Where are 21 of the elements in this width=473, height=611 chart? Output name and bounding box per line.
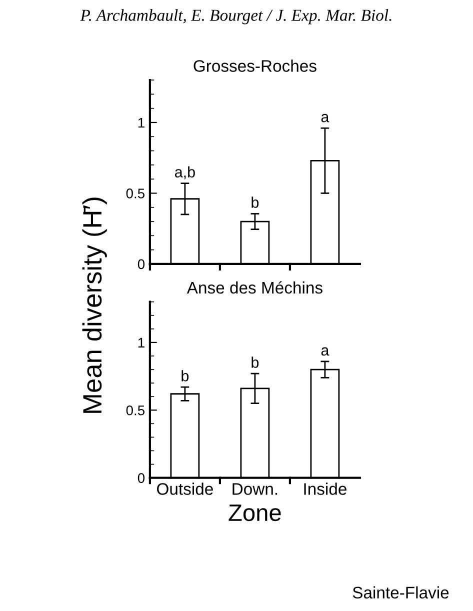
y-tick-label: 1: [138, 338, 144, 348]
y-tick-label: 0.5: [126, 188, 144, 198]
annotation: b: [252, 196, 259, 208]
y-tick-label: 0.5: [126, 405, 144, 416]
x-tick-label: Down.: [232, 483, 278, 495]
annotation: a: [321, 114, 330, 122]
annotation: b: [182, 370, 189, 382]
annotation: a,b: [174, 166, 195, 180]
chart-title: Anse des Méchins: [186, 281, 322, 294]
y-axis-title: Mean diversity (H̄′): [82, 198, 107, 413]
x-tick-label: Inside: [304, 482, 346, 495]
text: P. Archambault, E. Bourget / J. Exp. Mar. Biol.: [80, 9, 392, 24]
text: Sainte-Flavie: [352, 586, 449, 599]
chart-title: Grosses-Roches: [194, 60, 316, 72]
y-tick-label: 1: [138, 118, 144, 128]
y-tick-label: 0: [138, 473, 145, 483]
x-tick-label: Outside: [157, 482, 213, 495]
annotation: b: [252, 356, 259, 368]
annotation: a: [321, 347, 330, 356]
x-axis-title: Zone: [228, 504, 281, 522]
y-tick-label: 0: [138, 259, 145, 270]
